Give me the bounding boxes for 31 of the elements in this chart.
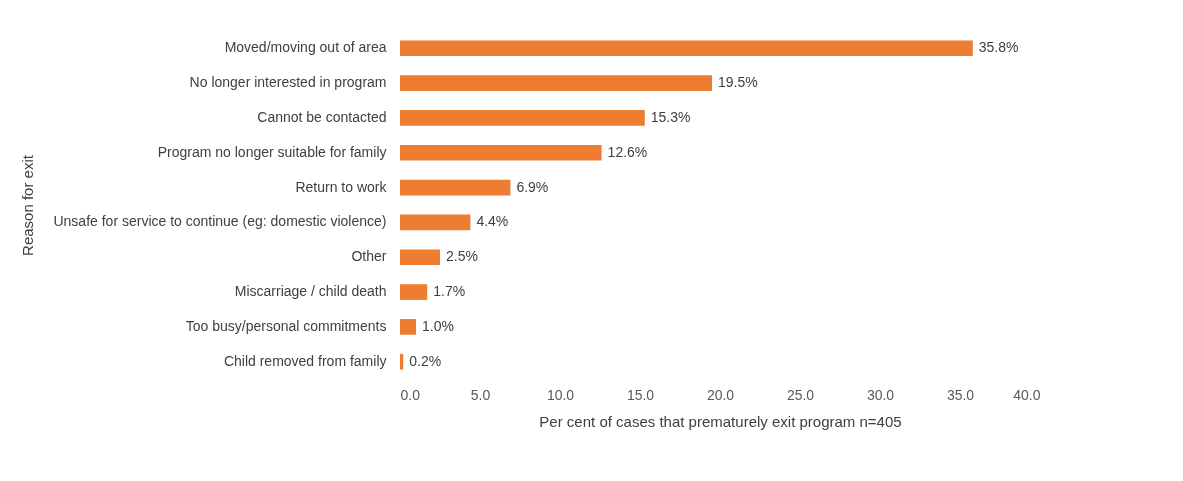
x-tick-label: 10.0 — [546, 386, 575, 403]
data-label: 4.4% — [476, 213, 509, 230]
x-tick-label: 25.0 — [786, 386, 815, 403]
y-tick-label: Cannot be contacted — [257, 108, 387, 125]
data-label: 15.3% — [650, 108, 691, 125]
x-tick-label: 35.0 — [946, 386, 975, 403]
x-tick-label: 20.0 — [706, 386, 735, 403]
x-tick-label: 30.0 — [866, 386, 895, 403]
x-tick-label: 15.0 — [626, 386, 655, 403]
y-tick-label: Too busy/personal commitments — [185, 317, 387, 334]
y-tick-label: Unsafe for service to continue (eg: domestic violence) — [53, 213, 387, 230]
y-tick-label: Other — [351, 248, 387, 265]
y-tick-label: Program no longer suitable for family — [157, 143, 387, 160]
data-label: 35.8% — [978, 39, 1019, 56]
data-label: 2.5% — [446, 248, 478, 265]
y-tick-label: Miscarriage / child death — [234, 283, 387, 300]
data-label: 19.5% — [718, 74, 758, 91]
y-tick-label: Return to work — [295, 178, 388, 195]
data-label: 1.0% — [422, 317, 454, 334]
data-label: 1.7% — [433, 283, 466, 300]
y-axis-title: Reason for exit — [18, 154, 36, 256]
data-label: 0.2% — [409, 352, 442, 369]
data-label: 6.9% — [516, 178, 549, 195]
x-tick-label: 0.0 — [400, 386, 421, 403]
x-tick-label: 40.0 — [1013, 386, 1041, 403]
x-axis-title: Per cent of cases that prematurely exit program n=405 — [539, 412, 902, 430]
y-tick-label: Moved/moving out of area — [224, 39, 387, 56]
y-tick-label: Child removed from family — [223, 352, 387, 369]
data-label: 12.6% — [607, 143, 648, 160]
y-tick-label: No longer interested in program — [189, 74, 387, 91]
x-tick-label: 5.0 — [470, 386, 491, 403]
